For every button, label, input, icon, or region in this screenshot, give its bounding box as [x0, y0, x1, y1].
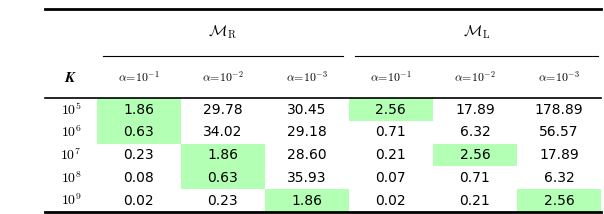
Text: $10^5$: $10^5$: [60, 102, 82, 118]
Text: $10^9$: $10^9$: [60, 193, 82, 208]
Text: 0.63: 0.63: [207, 171, 238, 185]
Text: 35.93: 35.93: [287, 171, 327, 185]
Text: $10^7$: $10^7$: [60, 147, 82, 163]
Text: 0.71: 0.71: [460, 171, 490, 185]
Text: $\alpha\!=\!10^{-1}$: $\alpha\!=\!10^{-1}$: [118, 70, 159, 85]
Text: 0.02: 0.02: [376, 193, 406, 208]
Text: 6.32: 6.32: [460, 125, 490, 140]
Text: 17.89: 17.89: [455, 103, 495, 117]
Text: 30.45: 30.45: [287, 103, 327, 117]
Text: $\mathcal{M}_{\mathrm{R}}$: $\mathcal{M}_{\mathrm{R}}$: [208, 23, 237, 41]
Text: $\alpha\!=\!10^{-1}$: $\alpha\!=\!10^{-1}$: [370, 70, 412, 85]
Text: 2.56: 2.56: [544, 193, 574, 208]
Text: 0.21: 0.21: [376, 148, 406, 162]
Text: 0.71: 0.71: [376, 125, 406, 140]
Text: 0.08: 0.08: [123, 171, 154, 185]
Text: $\alpha\!=\!10^{-2}$: $\alpha\!=\!10^{-2}$: [454, 70, 496, 85]
Text: 0.23: 0.23: [207, 193, 238, 208]
Text: 29.18: 29.18: [287, 125, 327, 140]
Text: 17.89: 17.89: [539, 148, 579, 162]
Text: $\boldsymbol{K}$: $\boldsymbol{K}$: [65, 70, 77, 85]
Text: 0.63: 0.63: [123, 125, 154, 140]
Text: 1.86: 1.86: [291, 193, 323, 208]
Text: 2.56: 2.56: [376, 103, 406, 117]
Text: 56.57: 56.57: [539, 125, 579, 140]
Text: $\mathcal{M}_{\mathrm{L}}$: $\mathcal{M}_{\mathrm{L}}$: [463, 23, 490, 41]
Text: 0.23: 0.23: [123, 148, 154, 162]
Text: 1.86: 1.86: [123, 103, 154, 117]
Text: 0.21: 0.21: [460, 193, 490, 208]
Text: 6.32: 6.32: [544, 171, 574, 185]
Text: $\alpha\!=\!10^{-3}$: $\alpha\!=\!10^{-3}$: [286, 70, 328, 85]
Text: $\alpha\!=\!10^{-3}$: $\alpha\!=\!10^{-3}$: [538, 70, 580, 85]
Text: 29.78: 29.78: [203, 103, 243, 117]
Text: $10^6$: $10^6$: [60, 125, 82, 140]
Text: 28.60: 28.60: [287, 148, 327, 162]
Text: $10^8$: $10^8$: [60, 170, 82, 186]
Text: $\alpha\!=\!10^{-2}$: $\alpha\!=\!10^{-2}$: [202, 70, 243, 85]
Text: 1.86: 1.86: [207, 148, 238, 162]
Text: 0.02: 0.02: [123, 193, 154, 208]
Text: 178.89: 178.89: [535, 103, 583, 117]
Text: 34.02: 34.02: [203, 125, 242, 140]
Text: 0.07: 0.07: [376, 171, 406, 185]
Text: 2.56: 2.56: [460, 148, 490, 162]
